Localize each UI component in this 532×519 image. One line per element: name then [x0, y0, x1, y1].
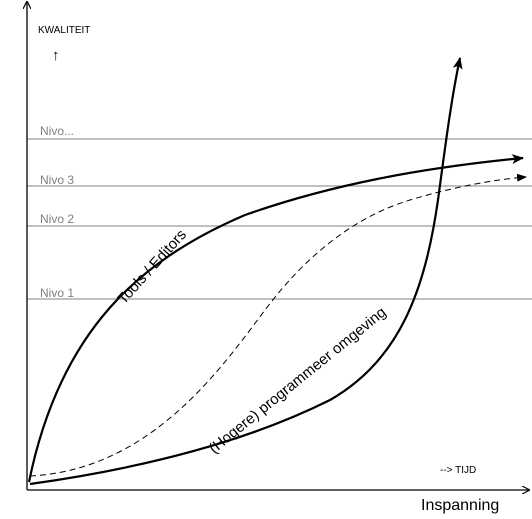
x-axis-label: Inspanning [421, 497, 499, 514]
programming-environment-label: (Hogere) programmeer omgeving [206, 304, 390, 457]
level-label-nivo-1: Nivo 1 [40, 286, 74, 300]
level-label-nivo-more: Nivo... [40, 124, 74, 138]
tools-editors-curve [27, 154, 524, 483]
level-label-nivo-3: Nivo 3 [40, 173, 74, 187]
dashed-curve [29, 173, 527, 477]
level-label-nivo-2: Nivo 2 [40, 212, 74, 226]
time-note: --> TIJD [440, 465, 476, 476]
y-axis-label: KWALITEIT [38, 25, 90, 36]
tools-editors-label: Tools / Editors [114, 226, 190, 307]
programming-environment-curve [29, 57, 463, 486]
y-axis-up-arrow: ↑ [52, 47, 60, 64]
